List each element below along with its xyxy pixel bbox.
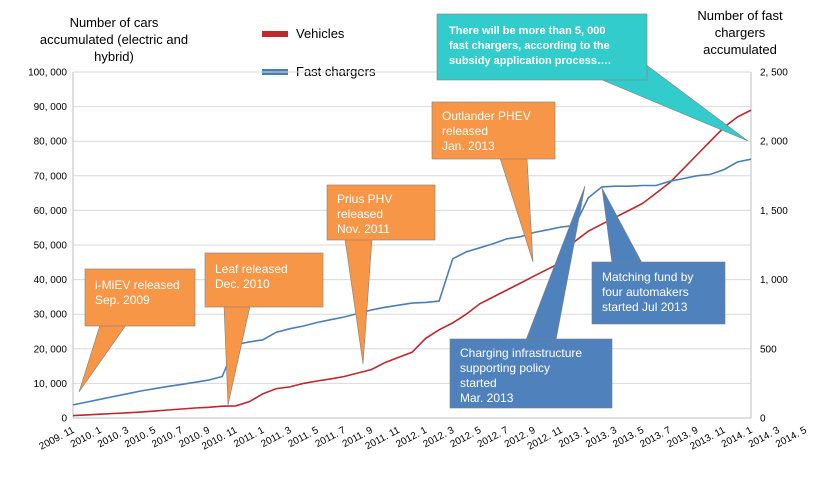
right-axis-title-line: accumulated	[703, 42, 777, 57]
left-tick-label: 60, 000	[34, 206, 68, 217]
callout-imiev-pointer	[78, 324, 127, 393]
callout-outlander-text: Outlander PHEV	[442, 109, 531, 123]
callout-teal-text: fast chargers, according to the	[449, 40, 610, 52]
fast-chargers-line	[72, 158, 752, 406]
callout-prius-text: Nov. 2011	[337, 222, 390, 236]
callout-outlander-text: released	[442, 124, 488, 138]
callout-infra-text: started	[460, 376, 497, 390]
legend-vehicles: Vehicles	[262, 26, 344, 41]
callout-imiev-box	[84, 268, 196, 327]
callout-infra-box	[449, 338, 613, 409]
callout-matching-box	[591, 261, 726, 325]
callout-matching-text: Matching fund by	[602, 270, 693, 284]
callout-matching-text: four automakers	[602, 285, 689, 299]
left-tick-label: 90, 000	[34, 102, 68, 113]
left-axis-title-line: hybrid)	[94, 49, 134, 64]
right-axis-title-line: chargers	[714, 25, 766, 40]
right-tick-label: 1, 000	[760, 275, 788, 286]
right-axis-title-line: Number of fast	[697, 8, 783, 23]
callout-leaf-box	[204, 252, 324, 308]
callout-leaf-pointer	[223, 305, 251, 406]
callout-prius-text: released	[337, 207, 383, 221]
left-axis: 0 10, 000 20, 000 30, 000 40, 000 50, 000 60, …	[28, 68, 751, 425]
left-tick-label: 100, 000	[28, 68, 67, 79]
left-tick-label: 40, 000	[34, 275, 68, 286]
callout-prius-box	[326, 184, 436, 241]
callout-teal-box	[436, 13, 648, 81]
x-tick-label: 2014. 5	[774, 425, 809, 451]
right-tick-label: 0	[760, 414, 766, 425]
left-tick-label: 70, 000	[34, 171, 68, 182]
right-tick-label: 2, 500	[760, 68, 788, 79]
right-axis-title: Number of fast chargers accumulated	[680, 7, 800, 58]
callout-imiev-text: Sep. 2009	[95, 293, 150, 307]
right-axis: 0 500 1, 000 1, 500 2, 000 2, 500	[750, 68, 788, 425]
left-axis-title-line: Number of cars	[69, 15, 159, 30]
left-axis-title-line: accumulated (electric and	[39, 32, 189, 47]
callout-outlander-text: Jan. 2013	[442, 139, 495, 153]
callout-matching-pointer	[601, 187, 643, 264]
callout-infra-text: Charging infrastructure	[460, 346, 582, 360]
callout-matching-text: started Jul 2013	[602, 300, 688, 314]
callout-prius-text: Prius PHV	[337, 192, 392, 206]
vehicles-line	[72, 109, 752, 417]
left-tick-label: 10, 000	[34, 379, 68, 390]
series-lines	[72, 109, 752, 417]
callout-infra-text: supporting policy	[460, 361, 550, 375]
callout-prius-pointer	[344, 238, 373, 365]
left-tick-label: 50, 000	[34, 241, 68, 252]
right-tick-label: 500	[760, 344, 777, 355]
left-axis-title: Number of cars accumulated (electric and…	[14, 14, 214, 65]
left-tick-label: 20, 000	[34, 344, 68, 355]
callout-imiev-text: i-MiEV released	[95, 278, 180, 292]
left-tick-label: 0	[61, 414, 67, 425]
right-tick-label: 1, 500	[760, 206, 788, 217]
callout-leaf-text: Dec. 2010	[215, 277, 270, 291]
callout-infra-text: Mar. 2013	[460, 391, 514, 405]
callout-teal-text: subsidy application process….	[449, 55, 611, 67]
callout-outlander-box	[431, 101, 556, 160]
callout-infra-pointer	[525, 185, 586, 341]
callout-leaf-text: Leaf released	[215, 262, 288, 276]
callout-teal-text: There will be more than 5, 000	[449, 25, 606, 37]
left-tick-label: 30, 000	[34, 310, 68, 321]
right-tick-label: 2, 000	[760, 137, 788, 148]
left-tick-label: 80, 000	[34, 137, 68, 148]
legend-vehicles-swatch	[262, 30, 288, 37]
legend-vehicles-label: Vehicles	[296, 26, 345, 41]
grid-lines	[73, 71, 751, 419]
